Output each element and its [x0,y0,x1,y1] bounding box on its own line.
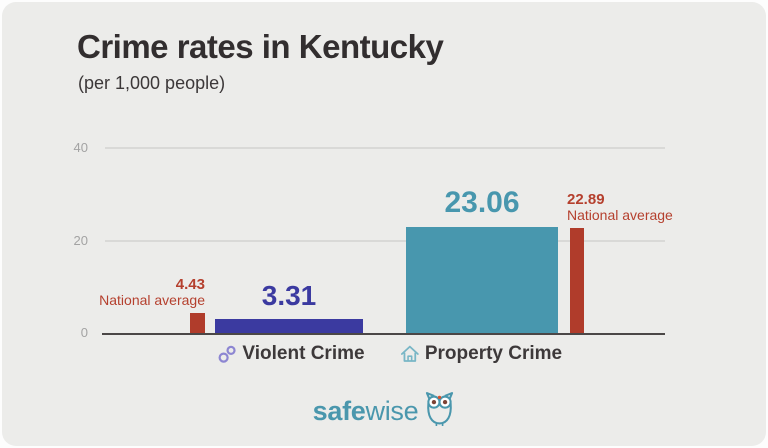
national-average-text-violent: National average [99,292,205,309]
category-text-property: Property Crime [424,343,563,364]
house-icon [400,344,420,364]
bar-national-average-violent [190,313,205,334]
y-axis-tick-40: 40 [73,140,88,155]
page-subtitle: (per 1,000 people) [78,73,226,93]
logo-text-wise: wise [365,395,419,426]
page-title: Crime rates in Kentucky [77,28,444,65]
safewise-logo: safewise [2,391,766,431]
national-average-annotation-property: 22.89 National average [567,190,673,224]
bar-violent-crime [215,319,363,334]
logo-text-safe: safe [312,395,366,426]
y-axis-tick-0: 0 [80,325,88,340]
safewise-wordmark: safewise [313,396,419,427]
national-average-annotation-violent: 4.43 National average [99,275,205,309]
national-average-value-violent: 4.43 [175,275,205,293]
national-average-value-property: 22.89 [567,190,605,208]
plot-area: 3.31 23.06 4.43 National average 22.89 N… [99,147,673,335]
national-average-text-property: National average [567,207,673,224]
category-label-violent-crime: Violent Crime [217,343,365,365]
x-axis-line [102,332,665,335]
y-axis-tick-20: 20 [73,233,88,248]
bar-property-crime [406,227,558,334]
category-label-property-crime: Property Crime [400,343,562,365]
value-label-property: 23.06 [444,186,520,219]
value-label-violent: 3.31 [261,280,317,311]
gridline-20 [105,240,665,242]
owl-icon [424,391,455,431]
category-text-violent: Violent Crime [242,343,365,364]
handcuffs-icon [217,344,237,364]
gridline-40 [105,147,665,149]
bar-national-average-property [570,228,584,334]
